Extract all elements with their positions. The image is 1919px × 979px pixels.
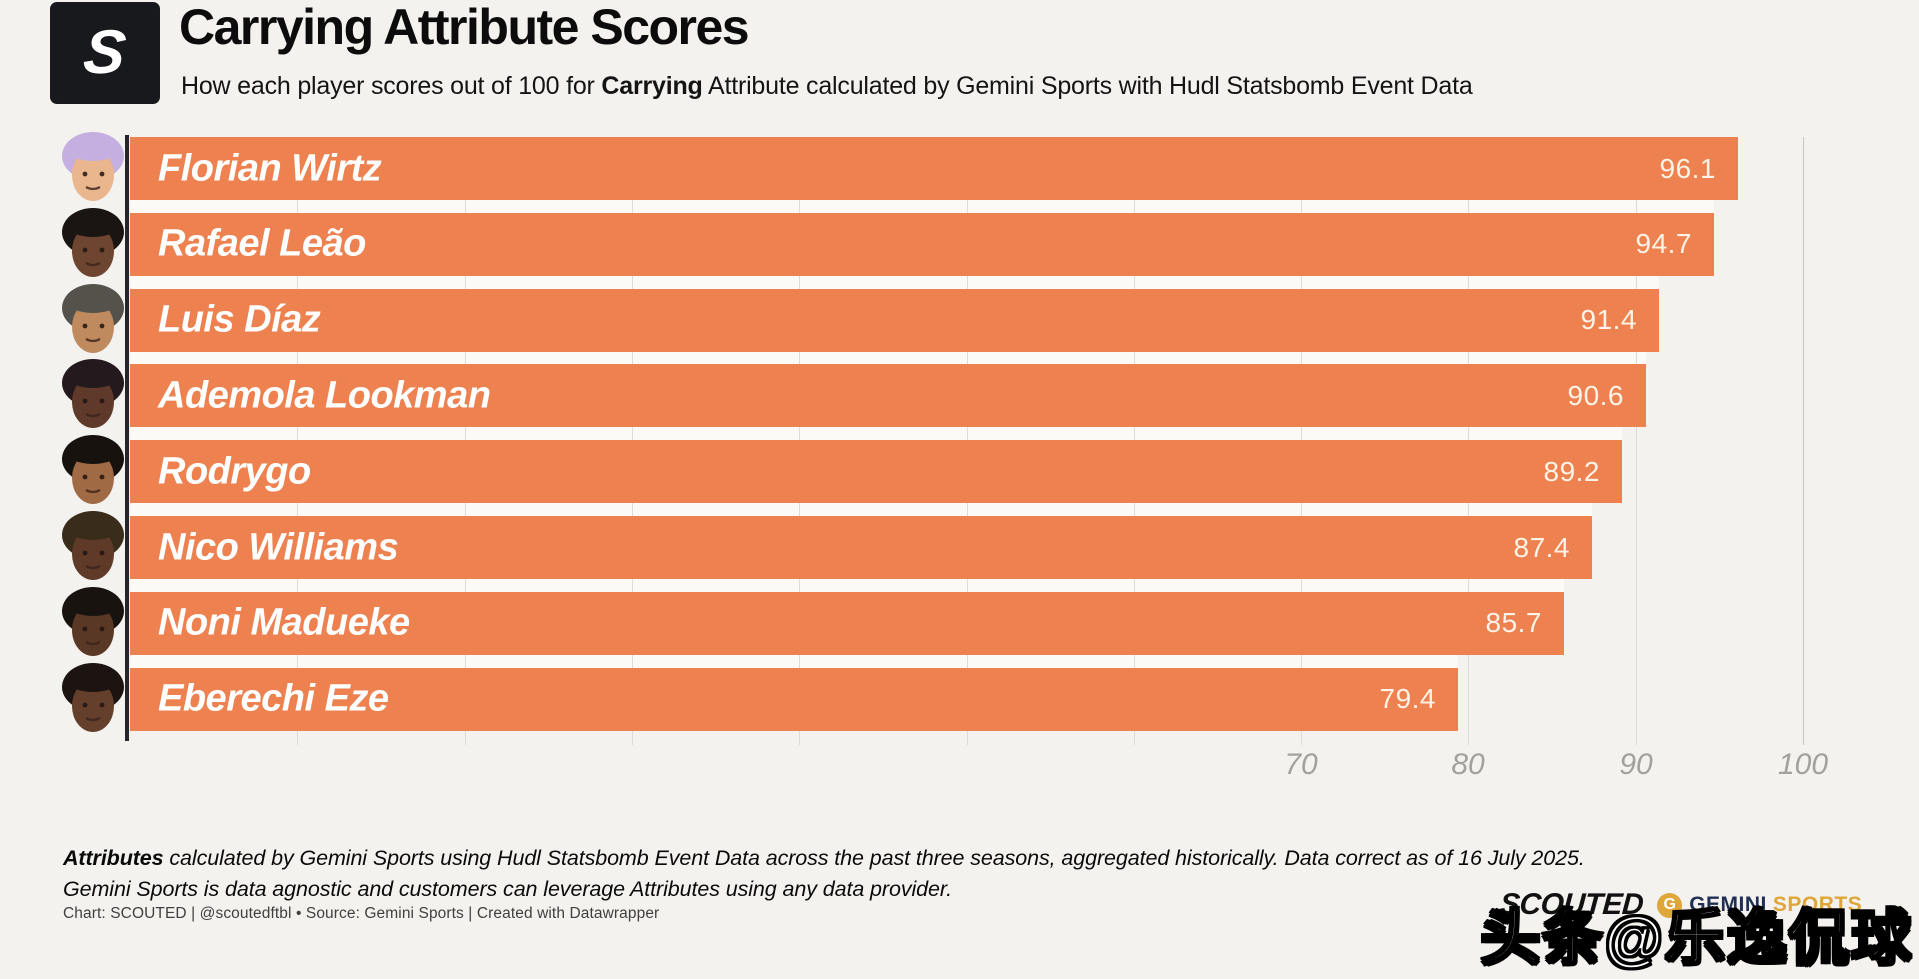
bar-value-label: 85.7 — [1485, 607, 1542, 639]
player-name-label: Eberechi Eze — [158, 677, 389, 720]
bar-value-label: 91.4 — [1580, 304, 1637, 336]
player-name-label: Nico Williams — [158, 526, 399, 568]
gridline — [1636, 137, 1637, 745]
player-name-label: Rafael Leão — [158, 222, 366, 265]
bar-row: Florian Wirtz 96.1 — [130, 137, 1738, 200]
axis-tick-label: 70 — [1284, 748, 1318, 781]
notes-bold-word: Attributes — [63, 846, 164, 870]
axis-tick-label: 80 — [1451, 748, 1485, 781]
bar-row: Rafael Leão 94.7 — [130, 212, 1714, 276]
gemini-g-icon: G — [1657, 892, 1683, 918]
player-avatar — [56, 433, 126, 509]
credit-line: Chart: SCOUTED | @scoutedftbl • Source: … — [63, 905, 660, 922]
toutiao-watermark: 头条@乐逸侃球 — [1479, 904, 1913, 974]
bar-value-label: 90.6 — [1567, 379, 1624, 411]
player-name-label: Florian Wirtz — [158, 147, 382, 189]
bar-value-label: 94.7 — [1635, 228, 1692, 260]
scouted-s-logo: S — [50, 2, 160, 104]
player-name-label: Ademola Lookman — [158, 374, 491, 417]
bar-gap — [130, 351, 1646, 365]
axis-tick-label: 100 — [1777, 748, 1829, 781]
bar-gap — [130, 200, 1714, 213]
bar-row: Ademola Lookman 90.6 — [130, 364, 1646, 428]
player-avatar — [56, 206, 126, 282]
player-avatar — [56, 130, 126, 206]
chart-subtitle: How each player scores out of 100 for Ca… — [181, 72, 1473, 101]
player-avatar — [56, 357, 126, 433]
sports-wordmark: SPORTS — [1772, 893, 1863, 916]
bar-value-label: 79.4 — [1379, 683, 1436, 715]
bar-row: Nico Williams 87.4 — [130, 516, 1592, 579]
gemini-sports-logo: G GEMINI SPORTS — [1657, 892, 1863, 918]
player-name-label: Rodrygo — [158, 450, 311, 493]
bar-value-label: 96.1 — [1659, 152, 1716, 184]
player-avatar — [56, 585, 126, 661]
bar-value-label: 87.4 — [1513, 531, 1570, 563]
player-name-label: Noni Madueke — [158, 601, 410, 644]
bar-row: Noni Madueke 85.7 — [130, 591, 1564, 655]
bar-gap — [130, 503, 1592, 516]
footer-logos: SCOUTED G GEMINI SPORTS — [1499, 888, 1863, 922]
bar-gap — [130, 427, 1622, 441]
player-avatar — [56, 661, 126, 737]
player-avatar — [56, 282, 126, 358]
axis-tick-label: 90 — [1619, 748, 1653, 781]
player-avatar — [56, 509, 126, 585]
notes-line1-rest: calculated by Gemini Sports using Hudl S… — [163, 846, 1585, 870]
gridline — [1803, 137, 1804, 745]
bar-gap — [130, 275, 1659, 289]
subtitle-bold-word: Carrying — [601, 72, 703, 100]
bar-row: Luis Díaz 91.4 — [130, 288, 1659, 352]
bar-value-label: 89.2 — [1543, 455, 1600, 487]
bar-row: Rodrygo 89.2 — [130, 440, 1622, 504]
notes-line-1: Attributes calculated by Gemini Sports u… — [63, 843, 1585, 874]
bar-row: Eberechi Eze 79.4 — [130, 667, 1458, 731]
subtitle-prefix: How each player scores out of 100 for — [181, 72, 602, 100]
gemini-wordmark: GEMINI — [1689, 893, 1767, 916]
notes-line-2: Gemini Sports is data agnostic and custo… — [63, 877, 952, 902]
player-name-label: Luis Díaz — [158, 298, 321, 341]
footer-notes: Attributes calculated by Gemini Sports u… — [63, 843, 1585, 905]
bar-gap — [130, 654, 1458, 668]
y-axis-line — [125, 135, 129, 741]
chart-title: Carrying Attribute Scores — [179, 0, 750, 55]
bar-gap — [130, 579, 1564, 592]
subtitle-suffix: Attribute calculated by Gemini Sports wi… — [702, 72, 1473, 100]
